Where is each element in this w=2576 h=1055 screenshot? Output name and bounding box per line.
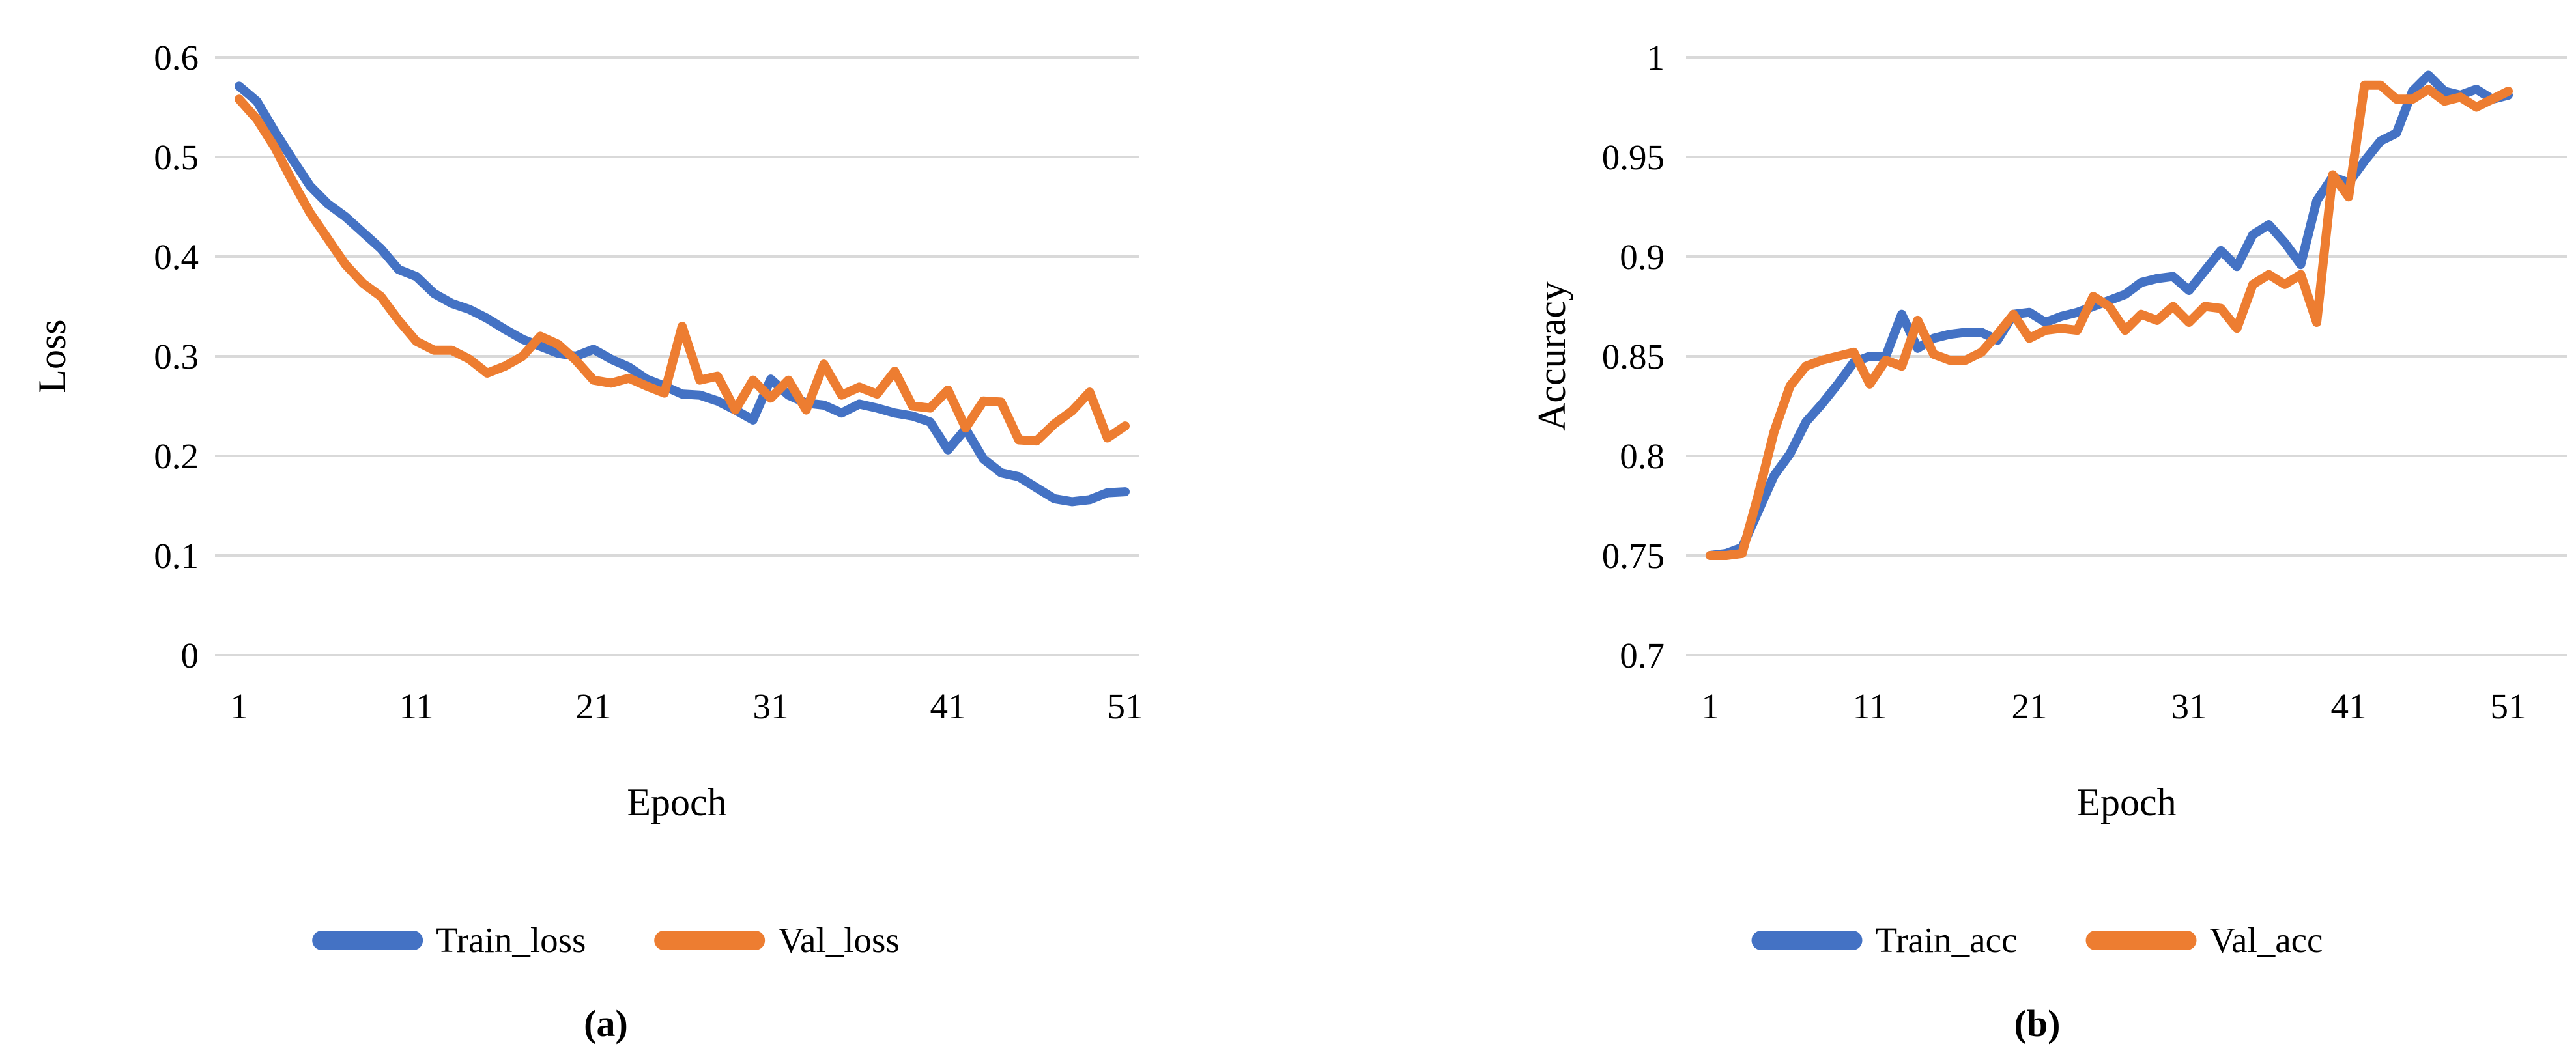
legend-label: Train_loss: [436, 920, 586, 960]
legend-item-train-loss: Train_loss: [312, 920, 586, 961]
x-axis-title: Epoch: [627, 781, 726, 824]
x-tick-label: 11: [399, 686, 434, 726]
x-tick-label: 1: [230, 686, 248, 726]
train-acc-line: [1706, 70, 2513, 560]
legend-label: Train_acc: [1875, 920, 2018, 960]
val-loss-swatch: [654, 930, 766, 950]
accuracy-chart: 10.950.90.850.80.750.71 11 21 31 41 51EpochAc…: [1530, 38, 2567, 824]
y-tick-label: 0.8: [1620, 436, 1665, 476]
legend-label: Val_acc: [2209, 920, 2323, 960]
accuracy-chart-panel: 1 0.95 0.9 0.85 0.8 0.75 0.7 1 11 21 31 41 51 Epoch Ac…: [1288, 0, 2576, 1055]
val-loss-line: [235, 94, 1130, 446]
val-acc-swatch: [2085, 930, 2197, 950]
train-loss-swatch: [312, 930, 423, 950]
y-tick-label: 0.6: [154, 38, 199, 77]
accuracy-legend: Train_acc Val_acc: [1751, 920, 2323, 961]
y-axis-title: Accuracy: [1530, 281, 1573, 431]
val-acc-line: [1706, 80, 2513, 560]
x-tick-label: 21: [576, 686, 612, 726]
loss-chart-panel: 0.6 0.5 0.4 0.3 0.2 0.1 0 1 11 21 31 41 51 Epoch Loss …: [31, 38, 1143, 1045]
y-tick-label: 0.85: [1602, 337, 1665, 376]
y-tick-label: 0.1: [154, 536, 199, 576]
legend-item-train-acc: Train_acc: [1751, 920, 2018, 961]
y-tick-label: 1: [1647, 38, 1665, 77]
train-acc-swatch: [1751, 930, 1863, 950]
x-tick-label: 51: [2491, 686, 2526, 726]
y-tick-label: 0.95: [1602, 137, 1665, 177]
x-axis-title: Epoch: [2076, 781, 2176, 824]
y-tick-label: 0.7: [1620, 636, 1665, 675]
y-tick-label: 0.2: [154, 436, 199, 476]
legend-label: Val_loss: [778, 920, 900, 960]
legend-item-val-loss: Val_loss: [654, 920, 900, 961]
panel-caption-a: (a): [584, 1002, 628, 1045]
x-tick-label: 1: [1701, 686, 1719, 726]
y-tick-label: 0.9: [1620, 237, 1665, 277]
x-tick-label: 31: [753, 686, 789, 726]
y-tick-label: 0.4: [154, 237, 199, 277]
x-tick-label: 21: [2012, 686, 2048, 726]
y-tick-label: 0.75: [1602, 536, 1665, 576]
y-tick-label: 0.3: [154, 337, 199, 376]
x-tick-label: 41: [2331, 686, 2367, 726]
x-tick-label: 41: [930, 686, 966, 726]
panel-caption-b: (b): [2014, 1002, 2061, 1045]
y-axis-title: Loss: [31, 319, 74, 393]
x-tick-label: 51: [1108, 686, 1143, 726]
legend-item-val-acc: Val_acc: [2085, 920, 2323, 961]
x-tick-label: 11: [1853, 686, 1887, 726]
y-tick-label: 0: [181, 636, 199, 675]
x-tick-label: 31: [2171, 686, 2207, 726]
loss-legend: Train_loss Val_loss: [312, 920, 900, 961]
y-tick-label: 0.5: [154, 137, 199, 177]
train-loss-line: [235, 81, 1130, 507]
